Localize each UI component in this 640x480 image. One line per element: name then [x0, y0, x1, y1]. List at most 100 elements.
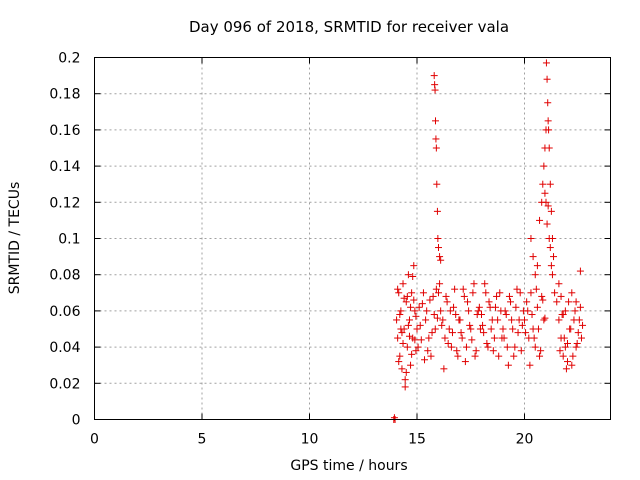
- data-point: [547, 262, 555, 270]
- data-point: [452, 311, 460, 319]
- data-point: [562, 365, 570, 373]
- data-point: [400, 294, 408, 302]
- data-point: [431, 86, 439, 94]
- data-point: [561, 307, 569, 315]
- data-point: [443, 298, 451, 306]
- data-point: [565, 298, 573, 306]
- data-point: [527, 235, 535, 242]
- data-point: [410, 296, 418, 304]
- data-point: [536, 216, 544, 224]
- data-point: [435, 244, 442, 252]
- data-point: [396, 352, 404, 360]
- data-point: [573, 339, 581, 347]
- tick-labels: 0 0.02 0.04 0.06 0.08 0.1 0.12 0.14 0.16 0.18 0.2 0…: [49, 51, 533, 448]
- data-point: [403, 292, 411, 300]
- data-point: [413, 325, 421, 333]
- data-point: [467, 325, 475, 333]
- data-point: [572, 343, 580, 351]
- data-point: [401, 376, 409, 384]
- data-point: [460, 292, 468, 300]
- data-point: [490, 334, 498, 342]
- data-point: [432, 135, 440, 143]
- data-point: [513, 285, 521, 293]
- data-point: [461, 358, 469, 366]
- data-point: [539, 180, 547, 188]
- data-point: [398, 365, 406, 373]
- data-point: [528, 311, 536, 319]
- data-point: [451, 285, 459, 293]
- data-point: [448, 329, 456, 337]
- data-point: [433, 180, 441, 188]
- data-point: [428, 329, 436, 337]
- data-point: [494, 316, 502, 324]
- data-point: [538, 292, 546, 300]
- data-point: [430, 311, 438, 319]
- data-point: [512, 303, 520, 311]
- data-point: [500, 334, 508, 342]
- data-point: [435, 289, 442, 297]
- data-point: [426, 296, 434, 304]
- data-point: [408, 289, 416, 297]
- data-point: [432, 144, 440, 152]
- data-point: [459, 285, 467, 293]
- data-point: [507, 298, 515, 306]
- data-point: [430, 72, 438, 80]
- data-point: [479, 321, 487, 329]
- data-point: [484, 343, 492, 351]
- data-point: [496, 289, 504, 297]
- data-point: [537, 347, 545, 355]
- data-point: [536, 352, 544, 360]
- data-point: [454, 352, 462, 360]
- data-point: [445, 325, 453, 333]
- data-point: [547, 207, 555, 215]
- data-point: [560, 334, 568, 342]
- data-point: [493, 292, 501, 300]
- x-tick-label: 5: [198, 432, 207, 448]
- data-point: [504, 361, 512, 369]
- data-point: [503, 343, 511, 351]
- data-point: [396, 311, 404, 319]
- y-tick-label: 0.2: [58, 51, 80, 67]
- data-point: [572, 298, 580, 306]
- data-point: [474, 307, 482, 315]
- data-point: [472, 347, 480, 355]
- data-point: [404, 321, 412, 329]
- data-point: [533, 303, 541, 311]
- data-point: [531, 343, 539, 351]
- data-point: [405, 316, 413, 324]
- data-point: [437, 307, 445, 315]
- data-point: [478, 311, 485, 319]
- data-point: [404, 271, 412, 279]
- data-point: [529, 253, 537, 261]
- data-point: [567, 325, 575, 333]
- data-point: [436, 280, 444, 288]
- grid-lines: [94, 57, 611, 420]
- y-tick-label: 0: [72, 413, 81, 429]
- y-tick-label: 0.18: [49, 87, 80, 103]
- y-tick-label: 0.1: [58, 232, 80, 248]
- data-point: [534, 325, 542, 333]
- data-point: [571, 307, 579, 315]
- data-point: [471, 352, 479, 360]
- data-point: [450, 303, 458, 311]
- data-point: [576, 303, 584, 311]
- data-point: [434, 235, 442, 242]
- x-tick-label: 10: [301, 432, 319, 448]
- data-point: [394, 285, 402, 293]
- data-point: [436, 253, 444, 261]
- data-point: [502, 311, 510, 319]
- data-point: [521, 316, 528, 324]
- data-point: [559, 352, 567, 360]
- data-point: [423, 307, 431, 315]
- data-point: [559, 311, 567, 319]
- data-point: [425, 334, 433, 342]
- data-point: [533, 262, 541, 270]
- data-point: [444, 339, 452, 347]
- data-point: [548, 271, 556, 279]
- data-point: [433, 207, 441, 215]
- data-point: [390, 414, 398, 422]
- data-point: [517, 347, 525, 355]
- data-point: [398, 329, 406, 337]
- data-point: [543, 220, 551, 228]
- data-point: [489, 347, 497, 355]
